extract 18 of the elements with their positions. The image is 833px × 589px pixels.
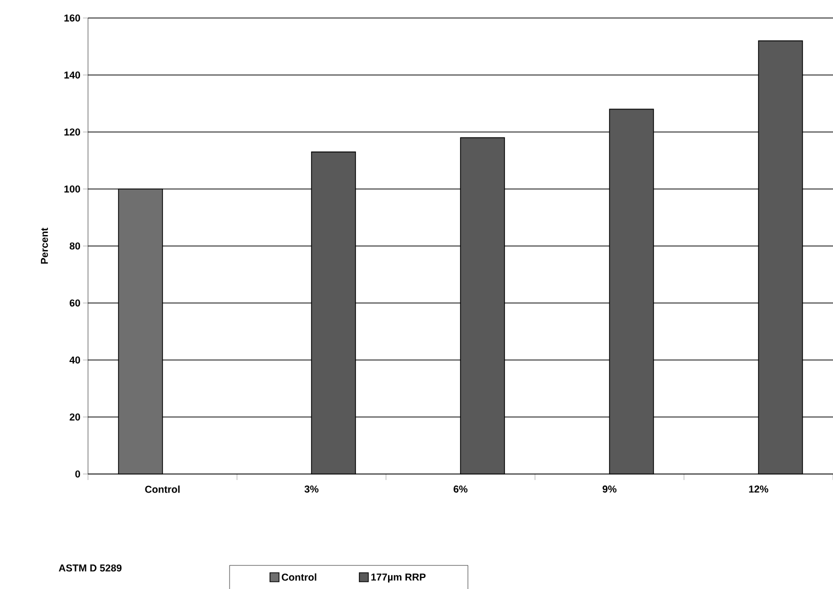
x-tick-label: 3%: [304, 486, 318, 493]
x-tick-label: 9%: [602, 486, 616, 493]
y-tick-label: 60: [70, 299, 80, 307]
y-tick-label: 100: [64, 185, 80, 193]
legend-label: Control: [282, 573, 316, 581]
x-tick-label: 6%: [454, 486, 468, 493]
y-tick-label: 160: [64, 14, 80, 22]
legend-label: 177µm RRP: [371, 574, 426, 583]
y-tick-label: 0: [75, 470, 80, 478]
x-tick-label: Control: [145, 486, 180, 493]
y-axis-title: Percent: [40, 228, 48, 264]
y-tick-label: 120: [64, 128, 80, 136]
y-tick-label: 20: [70, 413, 80, 421]
y-tick-label: 40: [70, 356, 80, 364]
x-tick-label: 12%: [749, 486, 768, 493]
y-tick-label: 140: [64, 71, 80, 79]
y-tick-label: 80: [70, 242, 80, 250]
text: ASTM D 5289: [58, 564, 122, 572]
